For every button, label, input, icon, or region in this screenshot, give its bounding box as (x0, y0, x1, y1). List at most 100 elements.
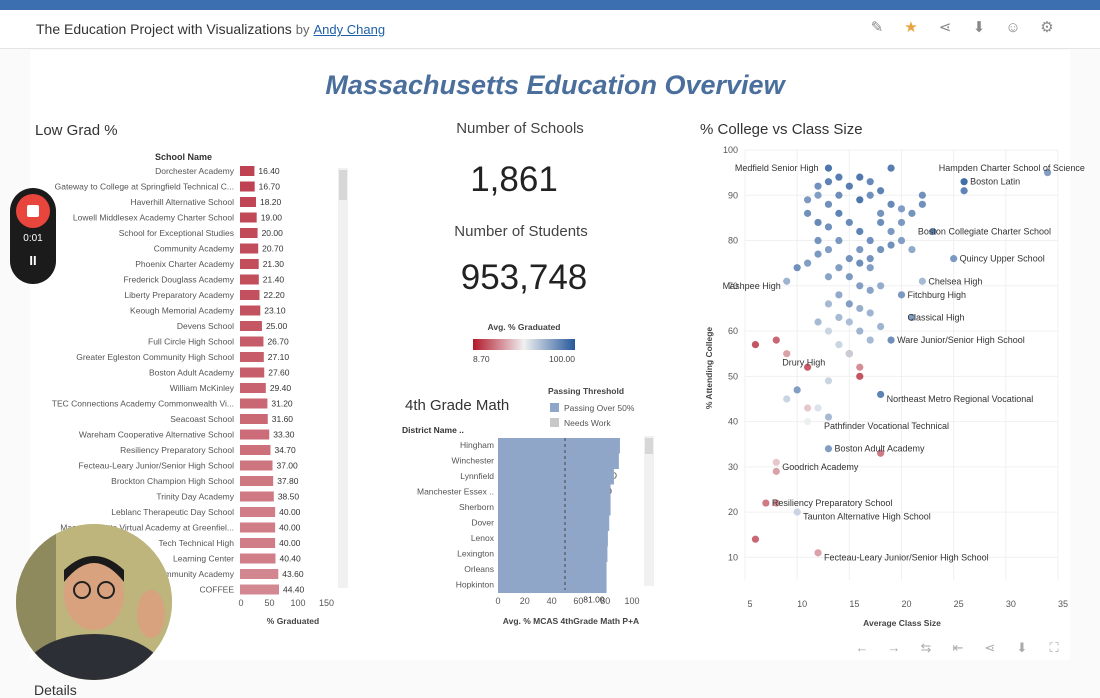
fullscreen-icon[interactable]: ⛶ (1049, 640, 1059, 655)
grad-value-label: 25.00 (266, 321, 288, 331)
math-bar (498, 438, 620, 454)
math-title: 4th Grade Math (405, 397, 510, 414)
math-scrollbar-track (644, 436, 654, 586)
district-label: Lenox (471, 533, 495, 543)
scatter-point (793, 508, 801, 516)
scatter-point (856, 227, 864, 236)
students-count-value: 953,748 (460, 258, 588, 297)
scatter-point (877, 245, 885, 254)
math-scrollbar-thumb (645, 438, 653, 454)
scatter-point (804, 196, 812, 204)
grad-bar (240, 367, 265, 378)
scatter-point (908, 313, 916, 322)
scatter-point (856, 327, 864, 335)
threshold-title: Passing Threshold (548, 386, 624, 396)
grad-bar (240, 569, 279, 579)
district-label: Manchester Essex .. (417, 487, 494, 497)
scatter-point (856, 173, 864, 181)
scatter-point (793, 386, 801, 394)
scatter-point (824, 178, 833, 186)
star-icon[interactable]: ★ (904, 19, 918, 36)
share-icon[interactable]: ⋖ (938, 19, 952, 36)
scatter-point (845, 182, 853, 190)
grad-bar (240, 181, 255, 192)
grad-bar (240, 352, 264, 362)
settings-icon[interactable]: ⚙ (1040, 19, 1054, 36)
x-tick-label: 0 (238, 598, 243, 608)
grad-bar (240, 383, 266, 393)
scatter-point (866, 336, 874, 344)
school-label: Dorchester Academy (155, 166, 235, 176)
math-x-tick: 40 (547, 596, 557, 606)
y-tick-label: 90 (728, 190, 738, 200)
math-bar (498, 515, 610, 531)
school-label: Community Academy (154, 569, 235, 579)
scatter-point (856, 196, 864, 204)
school-label: TEC Connections Academy Commonwealth Vi.… (52, 399, 234, 409)
grad-value-label: 18.20 (260, 197, 282, 207)
share-icon[interactable]: ⋖ (984, 640, 996, 655)
school-label: Gateway to College at Springfield Techni… (55, 182, 234, 192)
scatter-point (793, 264, 801, 272)
scatter-point (908, 209, 916, 217)
edit-icon[interactable]: ✎ (870, 19, 884, 36)
math-bar (498, 577, 607, 593)
scatter-point (824, 327, 833, 335)
math-bar (498, 546, 608, 562)
scatter-point (877, 187, 885, 195)
viz-footer-toolbar: ← → ⇆ ⇤ ⋖ ⬇ ⛶ (30, 640, 1070, 660)
scatter-point (960, 187, 968, 195)
redo-icon[interactable]: → (887, 640, 901, 655)
scatter-point (804, 404, 812, 412)
legend-max: 100.00 (549, 354, 575, 364)
grad-value-label: 16.70 (259, 182, 281, 192)
account-icon[interactable]: ☺ (1005, 19, 1021, 36)
grad-value-label: 38.50 (278, 492, 300, 502)
grad-bar (240, 538, 276, 548)
math-x-tick: 100 (624, 596, 639, 606)
scatter-annotation: Taunton Alternative High School (803, 512, 931, 522)
scatter-point (824, 300, 833, 308)
scatter-point (897, 291, 906, 299)
scatter-point (929, 227, 937, 236)
revert-icon[interactable]: ⇆ (920, 640, 932, 655)
download-icon[interactable]: ⬇ (972, 19, 986, 36)
scatter-point (814, 318, 822, 326)
x-tick-label: 25 (954, 599, 964, 609)
math-x-tick: 80 (600, 596, 610, 606)
grad-value-label: 40.40 (279, 554, 301, 564)
scatter-point (783, 395, 791, 403)
grad-bar (240, 522, 276, 533)
author-link[interactable]: Andy Chang (313, 22, 386, 37)
scatter-point (835, 264, 843, 272)
download-icon[interactable]: ⬇ (1016, 640, 1028, 655)
scatter-point (772, 336, 780, 344)
scatter-point (804, 417, 812, 426)
grad-bar (240, 336, 264, 347)
math-bar (498, 469, 614, 485)
byline: by (295, 22, 310, 37)
grad-bar (240, 274, 259, 285)
stop-record-button[interactable] (16, 194, 50, 228)
record-time: 0:01 (23, 233, 43, 244)
scatter-point (866, 286, 874, 294)
scatter-point (856, 304, 864, 313)
x-tick-label: 30 (1006, 599, 1016, 609)
y-tick-label: 70 (728, 281, 738, 291)
grad-value-label: 29.40 (270, 383, 292, 393)
grad-value-label: 16.40 (258, 166, 280, 176)
grad-value-label: 27.10 (268, 352, 290, 362)
x-tick-label: 100 (290, 598, 305, 608)
scatter-point (824, 223, 833, 231)
scrollbar-thumb (339, 170, 347, 200)
grad-bar (240, 228, 258, 238)
pause-button[interactable]: II (29, 253, 37, 268)
reset-icon[interactable]: ⇤ (952, 640, 964, 655)
scatter-point (804, 259, 812, 267)
scatter-point (856, 282, 864, 290)
district-label: Lynnfield (460, 471, 494, 481)
y-tick-label: 60 (728, 326, 738, 336)
undo-icon[interactable]: ← (855, 640, 869, 655)
grad-value-label: 40.00 (279, 523, 301, 533)
scatter-point (824, 164, 833, 172)
